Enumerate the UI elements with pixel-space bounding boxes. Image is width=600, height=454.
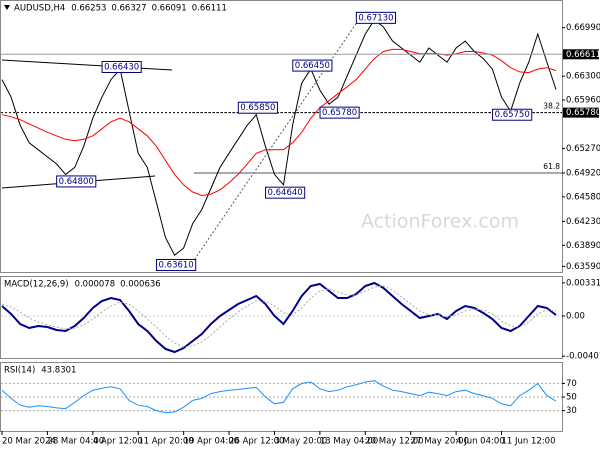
y-tick-label: 0.65960: [566, 95, 600, 105]
annotation-label: 0.66450: [295, 61, 330, 71]
price-box: [563, 107, 599, 118]
y-tick-label: 70: [566, 379, 577, 389]
x-tick-label: 27 May 20:00: [411, 437, 469, 447]
readout: 0.000636: [120, 280, 161, 290]
annotation-label: 0.64800: [59, 177, 94, 187]
annotation-box: [265, 186, 306, 199]
x-tick-label: 20 Mar 2024: [2, 437, 56, 447]
fib-line: [189, 17, 361, 267]
y-tick-label: 50: [566, 393, 577, 403]
annotation-label: 0.63610: [159, 260, 194, 270]
watermark: ActionForex.com: [361, 211, 519, 233]
annotation-box: [292, 59, 333, 72]
readout: 0.66091: [152, 4, 187, 14]
x-tick-label: 4 Jun 04:00: [456, 437, 505, 447]
y-tick-label: 0.66300: [566, 72, 600, 82]
x-tick-label: 11 Jun 12:00: [502, 437, 556, 447]
panel-title: MACD(12,26,9): [4, 280, 69, 290]
annotation-box: [355, 11, 397, 24]
x-tick-label: 19 Apr 04:00: [184, 437, 239, 447]
y-tick-label: -0.004016: [566, 352, 600, 362]
x-tick-label: 13 May 04:00: [320, 437, 378, 447]
annotation-box: [56, 175, 97, 188]
series-line: [1, 281, 557, 354]
x-tick-label: 26 Apr 12:00: [229, 437, 284, 447]
fib-label: 61.8: [543, 162, 560, 171]
annotation-label: 0.65750: [495, 110, 530, 120]
trendline: [1, 59, 173, 71]
menu-icon: [4, 5, 10, 10]
y-tick-label: 0.00: [566, 312, 585, 322]
x-tick-label: 28 Mar 04:00: [47, 437, 104, 447]
price-box: [563, 49, 599, 60]
price-label: 0.66611: [566, 50, 600, 60]
annotation-box: [237, 101, 278, 114]
panel-title: RSI(14): [4, 366, 35, 376]
readout: 0.66327: [111, 4, 146, 14]
readout: 0.66253: [71, 4, 106, 14]
main-frame: [0, 0, 563, 273]
x-tick-label: 3 May 20:00: [274, 437, 327, 447]
fib-label: 38.2: [543, 102, 560, 111]
annotation-box: [101, 60, 142, 73]
readout: 0.000078: [75, 280, 116, 290]
x-tick-label: 11 Apr 20:00: [138, 437, 193, 447]
panel-title: AUDUSD,H4: [14, 4, 65, 14]
x-tick-label: 4 Apr 12:00: [93, 437, 143, 447]
y-tick-label: 30: [566, 406, 577, 416]
y-tick-label: 0.63590: [566, 262, 600, 272]
annotation-box: [492, 108, 533, 121]
annotation-label: 0.64640: [268, 188, 303, 198]
macd-frame: [0, 276, 563, 359]
readout: 0.66111: [192, 4, 227, 14]
annotation-label: 0.65850: [240, 103, 275, 113]
series-line: [1, 19, 557, 256]
y-tick-label: 0.64230: [566, 217, 600, 227]
y-tick-label: 0.64580: [566, 192, 600, 202]
y-tick-label: 0.64920: [566, 169, 600, 179]
series-line: [1, 48, 557, 197]
x-tick-label: 20 May 12:00: [365, 437, 423, 447]
y-tick-label: 0.65270: [566, 144, 600, 154]
annotation-box: [156, 258, 197, 271]
readout: 43.8301: [41, 366, 76, 376]
price-label: 0.65780: [566, 108, 600, 118]
y-tick-label: 0.66990: [566, 23, 600, 33]
series-line: [1, 380, 557, 414]
annotation-label: 0.67130: [358, 13, 393, 23]
annotation-label: 0.65780: [322, 108, 357, 118]
y-tick-label: 0.003313: [566, 278, 600, 288]
y-tick-label: 0.63890: [566, 241, 600, 251]
annotation-label: 0.66430: [104, 62, 139, 72]
annotation-box: [319, 106, 360, 119]
series-line: [1, 285, 557, 348]
